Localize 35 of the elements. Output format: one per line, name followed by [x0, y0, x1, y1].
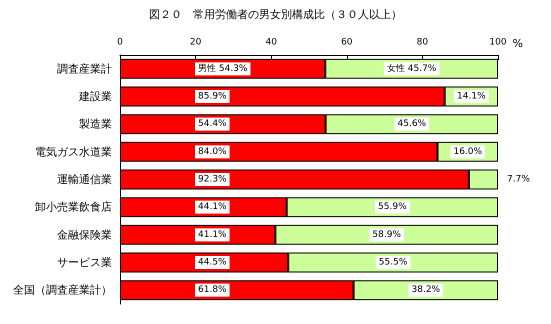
data-label: 84.0% — [198, 146, 228, 157]
data-label: 16.0% — [453, 146, 482, 157]
y-tick-label: 全国（調査産業計） — [13, 284, 112, 297]
data-label: 61.8% — [198, 285, 228, 296]
data-label: 85.9% — [198, 92, 228, 102]
chart-title: 図２０ 常用労働者の男女別構成比（３０人以上） — [149, 8, 402, 21]
y-tick-label: 金融保険業 — [57, 228, 112, 242]
data-label: 14.1% — [457, 92, 486, 102]
y-tick-label: 製造業 — [79, 118, 112, 131]
y-tick-label: サービス業 — [57, 256, 112, 269]
y-tick-label: 運輸通信業 — [57, 173, 112, 186]
x-tick-label: 100 — [489, 38, 507, 48]
x-axis-title: % — [512, 37, 523, 50]
x-tick-label: 20 — [190, 38, 202, 48]
data-label: 44.5% — [198, 258, 228, 268]
data-label: 58.9% — [372, 230, 402, 240]
data-label: 55.9% — [378, 202, 408, 212]
y-tick-label: 卸小売業飲食店 — [35, 200, 112, 214]
text: 男性 54.3% — [198, 64, 248, 74]
data-label: 54.4% — [198, 119, 228, 130]
x-tick-label: 40 — [265, 38, 278, 48]
data-label: 55.5% — [378, 258, 408, 268]
text: 女性 45.7% — [386, 64, 436, 74]
y-tick-label: 建設業 — [78, 90, 112, 103]
data-label: 44.1% — [198, 202, 228, 212]
y-tick-label: 調査産業計 — [57, 62, 112, 76]
data-label: 45.6% — [398, 119, 427, 130]
x-tick-label: 0 — [117, 38, 124, 48]
y-tick-label: 電気ガス水道業 — [35, 145, 112, 158]
x-tick-label: 60 — [341, 38, 353, 48]
data-label: 7.7% — [507, 174, 530, 184]
x-tick-label: 80 — [416, 38, 428, 48]
data-label: 41.1% — [198, 230, 228, 240]
data-label: 38.2% — [412, 285, 441, 296]
data-label: 92.3% — [198, 174, 228, 184]
